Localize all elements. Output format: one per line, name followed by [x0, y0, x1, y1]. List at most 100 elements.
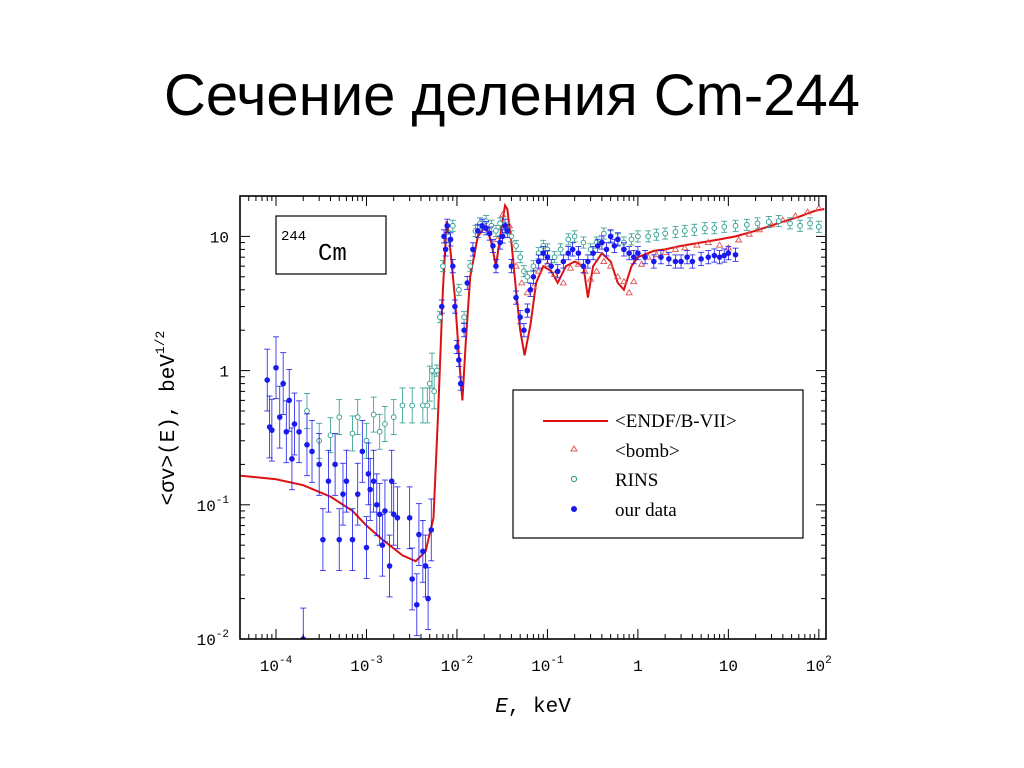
point-our-data [585, 258, 591, 265]
point-rins [409, 402, 416, 409]
point-our-data [320, 536, 326, 543]
x-tick-label: 10-2 [441, 655, 473, 676]
point-rins [662, 230, 668, 237]
point-bomb [550, 270, 559, 277]
y-tick-label-exp: -1 [216, 495, 230, 507]
x-tick-label-base: 10 [531, 658, 550, 676]
point-our-data [461, 327, 467, 334]
y-tick-label: 10 [210, 229, 229, 247]
x-tick-label-base: 10 [260, 658, 279, 676]
point-rins [363, 437, 370, 444]
point-bomb [586, 275, 595, 282]
point-our-data [283, 428, 290, 435]
point-our-data [497, 239, 503, 246]
point-rins [565, 236, 572, 243]
point-our-data [594, 243, 601, 249]
point-our-data [382, 508, 388, 514]
point-rins [382, 421, 388, 427]
point-rins [580, 239, 587, 246]
point-rins [437, 314, 443, 321]
point-rins [711, 225, 718, 232]
point-rins [530, 263, 537, 270]
annotation-box [275, 215, 387, 275]
x-tick-label: 10-1 [531, 655, 564, 676]
point-rins [765, 219, 772, 225]
point-our-data [367, 486, 374, 493]
x-axis-title-unit: , keV [508, 696, 571, 719]
point-our-data [441, 233, 447, 240]
point-rins [390, 414, 397, 420]
x-tick-label-exp: 2 [825, 655, 832, 667]
point-our-data [365, 471, 372, 477]
point-our-data [521, 327, 527, 334]
point-rins [743, 221, 750, 228]
x-tick-label-base: 10 [806, 658, 825, 676]
x-tick-label-base: 1 [633, 658, 643, 676]
legend-label-our-data: our data [615, 500, 677, 521]
point-our-data [493, 263, 499, 269]
point-our-data [615, 236, 621, 243]
point-our-data [513, 294, 519, 301]
point-our-data [456, 357, 462, 363]
point-our-data [590, 250, 596, 256]
point-rins [653, 231, 660, 238]
point-rins [517, 254, 524, 261]
point-rins [426, 380, 433, 387]
legend-box [512, 389, 804, 539]
x-axis-title-italic: E [495, 696, 508, 719]
x-tick-label-base: 10 [350, 658, 369, 676]
point-rins [449, 222, 456, 229]
legend-swatch-bomb [570, 445, 578, 452]
point-rins [702, 225, 708, 232]
point-bomb [625, 288, 633, 296]
x-tick-label: 1 [633, 658, 643, 676]
slide-title: Сечение деления Cm-244 [164, 63, 860, 128]
legend-swatch-rins [570, 475, 578, 483]
point-our-data [470, 246, 476, 253]
x-tick-label: 102 [806, 655, 832, 676]
x-tick-label-exp: -3 [369, 655, 382, 667]
point-our-data [725, 250, 732, 256]
point-rins [429, 367, 435, 374]
point-rins [732, 222, 739, 229]
point-our-data [517, 314, 523, 320]
point-our-data [332, 461, 338, 468]
point-bomb [681, 244, 689, 251]
point-our-data [705, 254, 712, 260]
point-our-data [296, 428, 302, 435]
point-bomb [600, 257, 608, 264]
point-our-data [373, 501, 380, 508]
point-our-data [457, 380, 464, 387]
point-rins [349, 430, 356, 437]
point-rins [327, 432, 334, 439]
series-layer [240, 202, 825, 563]
point-our-data [544, 254, 551, 260]
point-bomb [745, 230, 754, 237]
point-our-data [540, 250, 547, 256]
point-our-data [464, 280, 471, 286]
point-our-data [716, 254, 723, 260]
point-our-data [689, 258, 696, 265]
point-rins [628, 236, 635, 243]
point-rins [493, 227, 499, 234]
y-axis-title-main: <σv>(E), beV [158, 354, 181, 506]
point-our-data [289, 456, 295, 462]
point-bomb [652, 250, 661, 258]
legend: <ENDF/B-VII> <bomb> RINS our data [512, 389, 804, 539]
point-our-data [425, 595, 431, 602]
point-bomb [574, 260, 583, 267]
point-bomb [529, 283, 538, 290]
point-rins [354, 414, 361, 420]
point-our-data [386, 563, 393, 569]
point-our-data [447, 236, 454, 243]
point-our-data [642, 254, 648, 260]
point-our-data [276, 414, 283, 420]
point-rins [672, 229, 679, 235]
point-our-data [414, 601, 420, 608]
point-our-data [535, 258, 542, 265]
point-rins [571, 233, 578, 240]
point-our-data [483, 225, 489, 232]
y-tick-label: 10-2 [197, 629, 229, 650]
point-rins [467, 263, 474, 270]
